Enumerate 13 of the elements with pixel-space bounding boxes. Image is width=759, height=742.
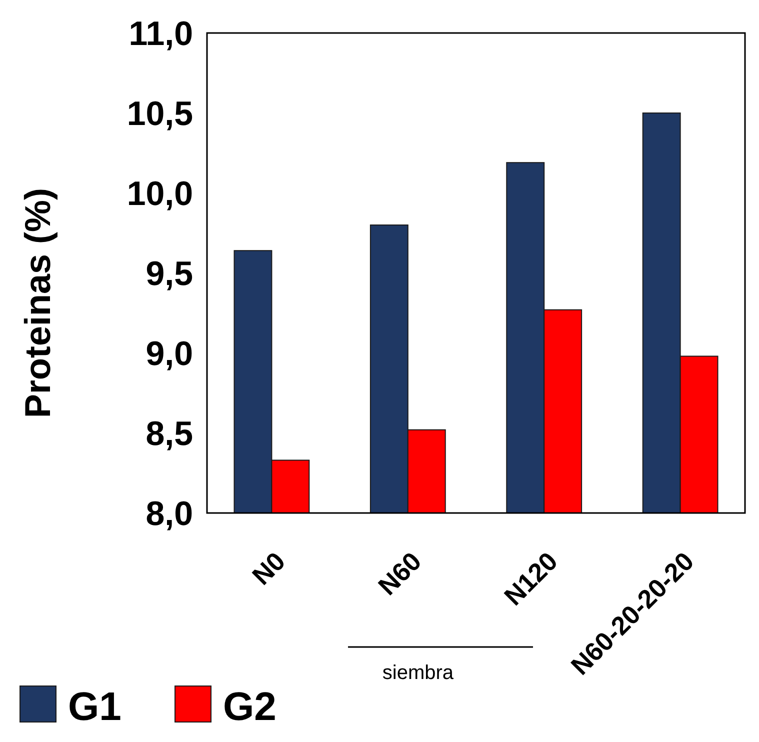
y-tick-label: 8,0 bbox=[146, 494, 193, 533]
text: siembra bbox=[382, 662, 454, 684]
y-tick-label: 11,0 bbox=[128, 14, 193, 53]
y-axis-title: Proteinas (%) bbox=[17, 188, 58, 418]
y-tick-label: 10,5 bbox=[126, 94, 193, 133]
y-tick-label: 9,0 bbox=[146, 334, 193, 373]
y-tick-label: 10,0 bbox=[126, 174, 193, 213]
x-tick-label: N60 bbox=[372, 546, 428, 601]
y-tick-label: 8,5 bbox=[146, 414, 193, 453]
legend-label: G1 bbox=[68, 685, 122, 729]
y-tick-label: 9,5 bbox=[146, 254, 193, 293]
x-tick-label: N0 bbox=[246, 546, 291, 591]
legend-label: G2 bbox=[223, 685, 276, 729]
